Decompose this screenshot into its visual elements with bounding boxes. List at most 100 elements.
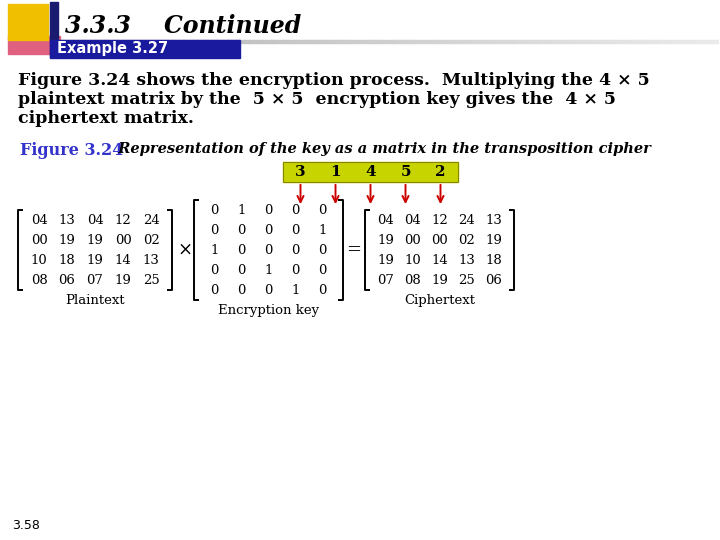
Bar: [359, 40, 361, 43]
Text: 0: 0: [210, 204, 219, 217]
Text: 0: 0: [210, 284, 219, 296]
Bar: [636, 40, 639, 43]
Bar: [613, 40, 615, 43]
Bar: [271, 40, 274, 43]
Bar: [240, 40, 243, 43]
Bar: [711, 40, 714, 43]
Bar: [601, 40, 603, 43]
Bar: [120, 40, 122, 43]
Bar: [634, 40, 636, 43]
Bar: [315, 40, 318, 43]
Bar: [104, 40, 107, 43]
Bar: [551, 40, 553, 43]
Bar: [245, 40, 247, 43]
Bar: [201, 40, 203, 43]
Bar: [599, 40, 601, 43]
Bar: [223, 40, 225, 43]
Bar: [650, 40, 652, 43]
Bar: [386, 40, 388, 43]
Text: 04: 04: [377, 213, 394, 226]
Bar: [438, 40, 441, 43]
Bar: [447, 40, 450, 43]
Bar: [555, 40, 557, 43]
Bar: [197, 40, 199, 43]
Bar: [443, 40, 445, 43]
Bar: [113, 40, 115, 43]
Bar: [236, 40, 238, 43]
Text: 12: 12: [431, 213, 448, 226]
Bar: [657, 40, 659, 43]
Text: 0: 0: [292, 244, 300, 256]
Bar: [564, 40, 567, 43]
Bar: [232, 40, 234, 43]
Bar: [313, 40, 315, 43]
Bar: [647, 40, 650, 43]
Bar: [50, 2, 58, 57]
Bar: [445, 40, 448, 43]
Bar: [307, 40, 309, 43]
Bar: [546, 40, 549, 43]
Bar: [432, 40, 434, 43]
Bar: [276, 40, 278, 43]
Text: 04: 04: [86, 213, 104, 226]
Bar: [430, 40, 432, 43]
Bar: [166, 40, 168, 43]
Text: 04: 04: [31, 213, 48, 226]
Bar: [294, 40, 296, 43]
Bar: [102, 40, 104, 43]
Bar: [705, 40, 707, 43]
Bar: [69, 40, 71, 43]
Bar: [714, 40, 716, 43]
Bar: [142, 40, 144, 43]
Bar: [403, 40, 405, 43]
Text: 1: 1: [238, 204, 246, 217]
Text: 25: 25: [458, 273, 475, 287]
Bar: [377, 40, 379, 43]
Bar: [148, 40, 150, 43]
Bar: [472, 40, 474, 43]
Bar: [597, 40, 599, 43]
Bar: [696, 40, 698, 43]
Bar: [78, 40, 80, 43]
Bar: [172, 40, 175, 43]
Text: 0: 0: [292, 204, 300, 217]
Bar: [390, 40, 392, 43]
Bar: [322, 40, 324, 43]
Text: 00: 00: [31, 233, 48, 246]
Bar: [566, 40, 569, 43]
Text: 24: 24: [458, 213, 475, 226]
Bar: [124, 40, 126, 43]
Bar: [626, 40, 628, 43]
Bar: [138, 40, 140, 43]
Bar: [8, 36, 60, 54]
Bar: [395, 40, 397, 43]
Text: 19: 19: [485, 233, 502, 246]
Bar: [291, 40, 294, 43]
Bar: [254, 40, 256, 43]
Bar: [282, 40, 284, 43]
Bar: [203, 40, 205, 43]
Bar: [526, 40, 529, 43]
Text: 19: 19: [377, 253, 394, 267]
Text: 06: 06: [485, 273, 502, 287]
Bar: [709, 40, 711, 43]
Bar: [469, 40, 472, 43]
Bar: [678, 40, 680, 43]
Bar: [606, 40, 608, 43]
Bar: [621, 40, 624, 43]
Text: 1: 1: [210, 244, 219, 256]
Bar: [280, 40, 282, 43]
Bar: [93, 40, 96, 43]
Bar: [309, 40, 311, 43]
Bar: [155, 40, 157, 43]
Text: 18: 18: [58, 253, 76, 267]
Bar: [382, 40, 384, 43]
Bar: [538, 40, 540, 43]
Bar: [370, 40, 373, 43]
Bar: [480, 40, 482, 43]
Bar: [251, 40, 254, 43]
Bar: [300, 40, 302, 43]
Bar: [487, 40, 490, 43]
Bar: [144, 40, 146, 43]
Bar: [80, 40, 82, 43]
